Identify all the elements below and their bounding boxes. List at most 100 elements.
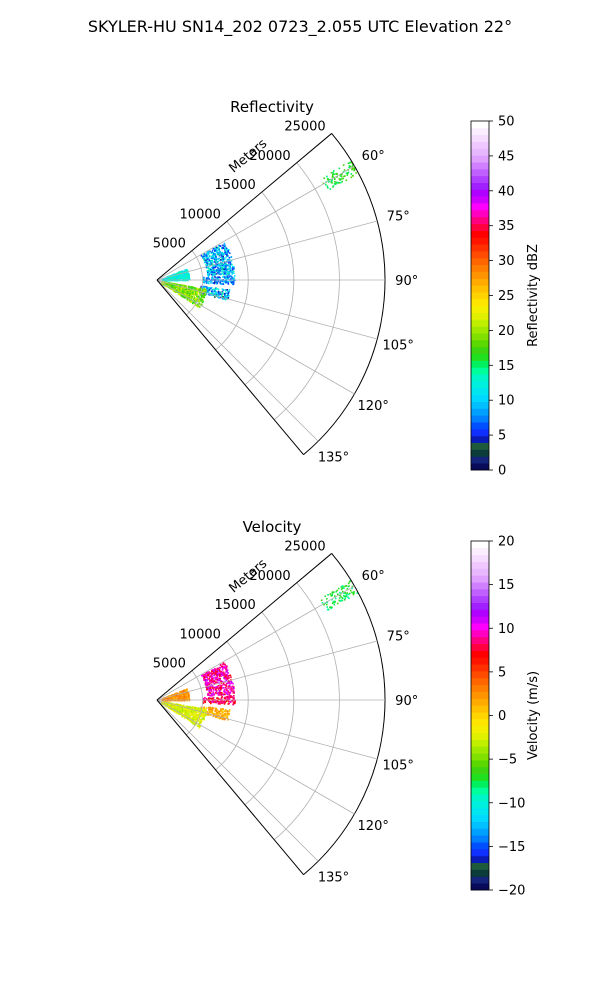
- echo-gate: [213, 669, 215, 672]
- echo-gate: [225, 281, 227, 283]
- echo-gate: [330, 606, 332, 608]
- echo-gate: [213, 693, 216, 695]
- echo-gate: [177, 698, 179, 700]
- echo-gate: [226, 271, 229, 273]
- echo-gate: [336, 602, 339, 605]
- colorbar-step: [471, 636, 489, 645]
- echo-gate: [224, 712, 227, 714]
- echo-gate: [185, 709, 188, 711]
- echo-gate: [168, 283, 171, 286]
- echo-gate: [179, 704, 182, 706]
- colorbar-step: [471, 271, 489, 279]
- echo-gate: [347, 593, 350, 596]
- echo-gate: [232, 682, 234, 685]
- echo-gate: [211, 263, 214, 265]
- colorbar-tick-label: 10: [498, 622, 515, 637]
- echo-gate: [202, 714, 205, 716]
- echo-gate: [224, 298, 227, 301]
- echo-gate: [220, 266, 222, 269]
- echo-gate: [200, 285, 203, 288]
- echo-gate: [203, 717, 205, 720]
- echo-gate: [322, 182, 325, 185]
- echo-gate: [222, 298, 224, 300]
- echo-gate: [220, 680, 222, 683]
- echo-gate: [219, 276, 221, 279]
- colorbar-step: [471, 883, 489, 891]
- echo-gate: [188, 695, 190, 698]
- echo-gate: [231, 273, 233, 275]
- echo-gate: [219, 700, 222, 703]
- echo-gate: [327, 178, 330, 180]
- echo-gate: [221, 708, 224, 710]
- colorbar-step: [471, 381, 489, 389]
- colorbar-step: [471, 422, 489, 430]
- echo-gate: [198, 724, 201, 727]
- echo-gate: [338, 178, 341, 180]
- echo-gate: [200, 294, 202, 296]
- echo-gate: [189, 716, 191, 719]
- echo-gate: [212, 271, 214, 274]
- colorbar-step: [471, 718, 489, 727]
- echo-gate: [216, 685, 219, 688]
- echo-gate: [228, 695, 231, 697]
- echo-gate: [219, 667, 221, 669]
- echo-gate: [172, 703, 175, 705]
- reflectivity-panel: Reflectivity 60° 75° 90° 105° 120° 135° 5000 10…: [153, 98, 541, 479]
- echo-gate: [203, 292, 206, 295]
- colorbar-step: [471, 595, 489, 603]
- range-ring: [244, 191, 295, 386]
- outer-boundary-arc: [303, 133, 386, 456]
- echo-gate: [348, 597, 350, 600]
- echo-gate: [188, 709, 191, 711]
- echo-gate: [167, 278, 169, 281]
- echo-gate: [226, 673, 228, 676]
- echo-gate: [216, 249, 218, 252]
- echo-gate: [187, 293, 190, 296]
- echo-gate: [229, 270, 232, 273]
- echo-gate: [209, 697, 212, 700]
- colorbar-tick-label: 50: [498, 115, 515, 130]
- echo-gate: [178, 707, 180, 710]
- echo-gate: [183, 711, 186, 714]
- echo-gate: [194, 301, 196, 304]
- echo-gate: [212, 677, 215, 679]
- colorbar-tick-label: −20: [498, 884, 525, 899]
- echo-gate: [178, 698, 181, 700]
- echo-gate: [347, 596, 349, 598]
- echo-gate: [200, 295, 203, 298]
- echo-gate: [220, 282, 223, 285]
- echo-gate: [201, 713, 203, 716]
- echo-gate: [202, 674, 204, 676]
- range-ring: [244, 611, 295, 806]
- angle-tick-label: 90°: [395, 694, 418, 709]
- echo-gate: [227, 282, 229, 284]
- colorbar-step: [471, 298, 489, 307]
- colorbar-step: [471, 141, 489, 149]
- echo-gate: [181, 706, 184, 709]
- colorbar-step: [471, 746, 489, 754]
- echo-gate: [210, 259, 213, 262]
- echo-gate: [216, 668, 219, 670]
- colorbar-step: [471, 677, 489, 686]
- echo-gate: [339, 594, 341, 597]
- echo-gate: [196, 725, 199, 727]
- echo-gate: [188, 275, 190, 278]
- echo-gate: [182, 287, 185, 289]
- colorbar-step: [471, 807, 489, 816]
- echo-gate: [214, 294, 217, 296]
- echo-gate: [171, 696, 173, 698]
- echo-gate: [206, 261, 209, 264]
- echo-gate: [231, 681, 233, 684]
- echo-gate: [222, 701, 224, 704]
- echo-gate: [196, 709, 198, 711]
- echo-gate: [230, 256, 233, 258]
- echo-gate: [218, 268, 220, 271]
- echo-gate: [231, 688, 234, 690]
- echo-gate: [334, 180, 336, 183]
- echo-gate: [221, 288, 224, 290]
- echo-gate: [211, 701, 213, 703]
- echo-gate: [225, 684, 227, 687]
- echo-gate: [183, 713, 185, 716]
- echo-gate: [222, 260, 225, 262]
- echo-gate: [210, 674, 213, 676]
